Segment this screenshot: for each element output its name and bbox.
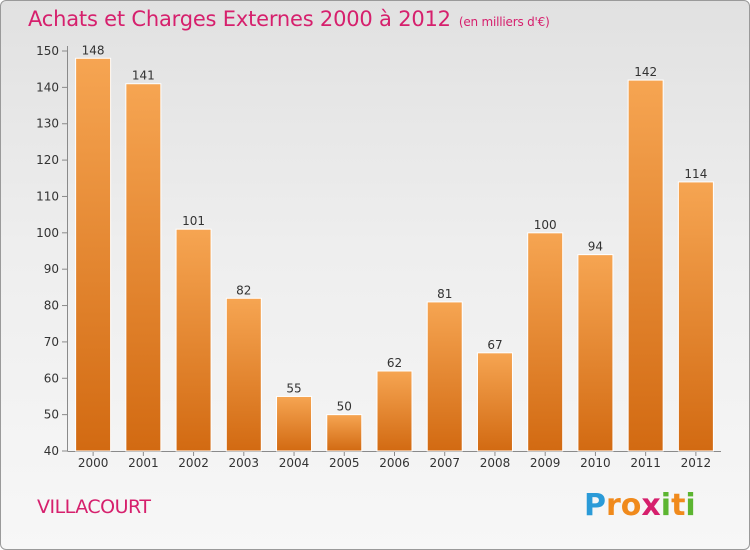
logo-letter: t [671, 488, 686, 523]
logo-letter: P [584, 488, 606, 523]
logo-letter: r [606, 488, 621, 523]
x-tick-label: 2004 [279, 456, 310, 470]
bars [75, 57, 714, 452]
bar-value-label: 62 [387, 356, 402, 370]
x-tick-label: 2012 [681, 456, 712, 470]
x-tick-label: 2009 [530, 456, 561, 470]
bar-value-label: 81 [437, 287, 452, 301]
bar [225, 297, 262, 452]
bar [75, 57, 112, 452]
chart-title: Achats et Charges Externes 2000 à 2012 (e… [28, 7, 550, 31]
bar [326, 414, 363, 452]
y-tick-label: 100 [36, 226, 59, 240]
y-tick-label: 50 [44, 408, 59, 422]
x-tick-label: 2001 [128, 456, 159, 470]
logo-letter: i [660, 488, 672, 523]
y-tick-label: 140 [36, 80, 59, 94]
chart-subtitle: (en milliers d'€) [458, 15, 550, 29]
bar [527, 232, 564, 452]
bar [276, 395, 313, 452]
x-tick-label: 2000 [78, 456, 109, 470]
bar [376, 370, 413, 452]
x-tick-label: 2007 [429, 456, 460, 470]
x-tick-label: 2003 [229, 456, 260, 470]
bar-value-label: 148 [82, 43, 105, 57]
bar-value-label: 100 [534, 218, 557, 232]
bar-value-label: 67 [487, 338, 502, 352]
y-axis: 40 50 60 70 80 90 100 110 120 130 140 150 [36, 44, 68, 458]
bar-value-label: 142 [634, 65, 657, 79]
bar [175, 228, 212, 452]
bar [476, 352, 513, 452]
x-tick-label: 2002 [178, 456, 209, 470]
proxiti-logo: Proxiti [584, 488, 696, 523]
y-tick-label: 90 [44, 262, 59, 276]
x-tick-label: 2005 [329, 456, 360, 470]
y-tick-label: 120 [36, 153, 59, 167]
bar-value-label: 114 [684, 167, 707, 181]
y-tick-label: 80 [44, 299, 59, 313]
bar-value-label: 55 [286, 381, 301, 395]
bar [577, 254, 614, 452]
bar [426, 301, 463, 452]
x-tick-label: 2006 [379, 456, 410, 470]
bar-value-label: 50 [337, 400, 352, 414]
x-tick-label: 2010 [580, 456, 611, 470]
y-tick-label: 60 [44, 371, 59, 385]
x-axis: 2000 2001 2002 2003 2004 2005 2006 2007 2008 2009… [67, 451, 721, 470]
title-text: Achats et Charges Externes 2000 à 2012 [28, 7, 451, 31]
city-name: VILLACOURT [37, 496, 151, 518]
bar [125, 83, 162, 452]
y-tick-label: 40 [44, 444, 59, 458]
y-tick-label: 150 [36, 44, 59, 58]
bar [627, 79, 664, 452]
bar-value-label: 82 [236, 283, 251, 297]
x-tick-label: 2011 [630, 456, 661, 470]
x-tick-label: 2008 [480, 456, 511, 470]
y-tick-label: 70 [44, 335, 59, 349]
y-tick-label: 130 [36, 117, 59, 131]
y-tick-label: 110 [36, 189, 59, 203]
bar-value-label: 141 [132, 69, 155, 83]
logo-letter: o [620, 488, 642, 523]
data-labels: 148 141 101 82 55 50 62 81 67 100 94 142 114 [82, 43, 708, 413]
bar-value-label: 101 [182, 214, 205, 228]
logo-letter: x [641, 488, 661, 523]
bar-value-label: 94 [588, 240, 603, 254]
logo-letter: i [685, 488, 696, 523]
bar [677, 181, 714, 452]
